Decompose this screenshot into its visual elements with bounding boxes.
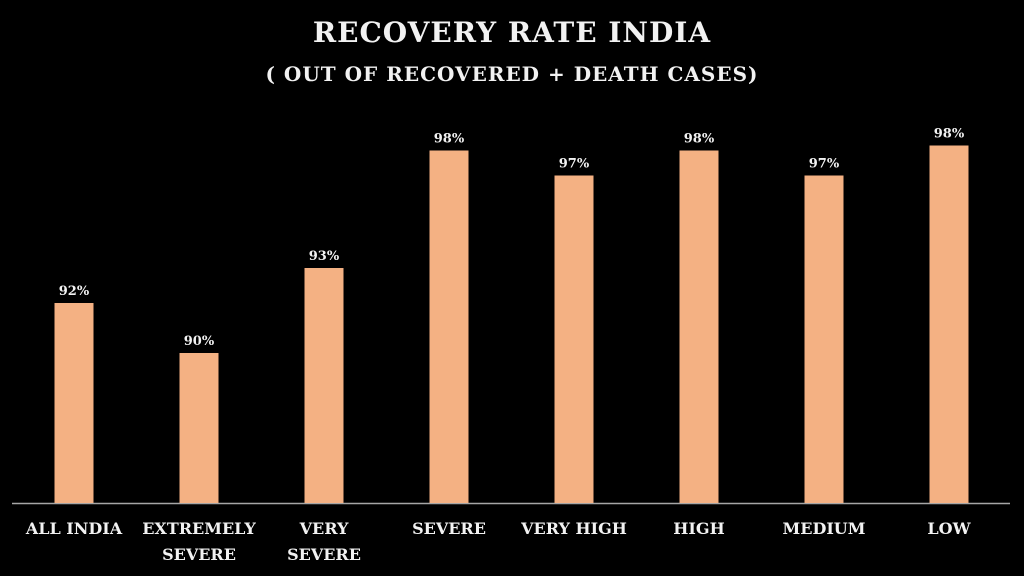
bar-extremely-severe bbox=[179, 353, 219, 503]
data-label: 97% bbox=[809, 157, 840, 172]
bar-severe bbox=[429, 150, 469, 503]
bar-high bbox=[679, 150, 719, 503]
x-tick-label: ALL INDIA bbox=[25, 519, 123, 538]
data-label: 97% bbox=[559, 157, 590, 172]
x-tick-label: SEVERE bbox=[412, 519, 486, 538]
data-label: 90% bbox=[184, 334, 215, 349]
bar-very-severe bbox=[304, 268, 344, 503]
data-label: 98% bbox=[934, 127, 965, 142]
x-tick-label: VERY HIGH bbox=[520, 519, 627, 538]
data-label: 98% bbox=[684, 132, 715, 147]
bar-medium bbox=[804, 175, 844, 503]
data-label: 92% bbox=[59, 284, 90, 299]
chart-subtitle: ( OUT OF RECOVERED + DEATH CASES) bbox=[265, 62, 759, 86]
x-tick-label: LOW bbox=[927, 519, 971, 538]
bar-low bbox=[929, 145, 969, 503]
chart-title: RECOVERY RATE INDIA bbox=[312, 16, 712, 49]
data-label: 93% bbox=[309, 249, 340, 264]
bar-all-india bbox=[54, 303, 94, 503]
x-tick-label: MEDIUM bbox=[783, 519, 866, 538]
data-label: 98% bbox=[434, 132, 465, 147]
x-tick-label: EXTREMELY SEVERE bbox=[142, 519, 256, 564]
x-tick-label: HIGH bbox=[673, 519, 724, 538]
x-tick-label: VERY SEVERE bbox=[287, 519, 361, 564]
bar-very-high bbox=[554, 175, 594, 503]
